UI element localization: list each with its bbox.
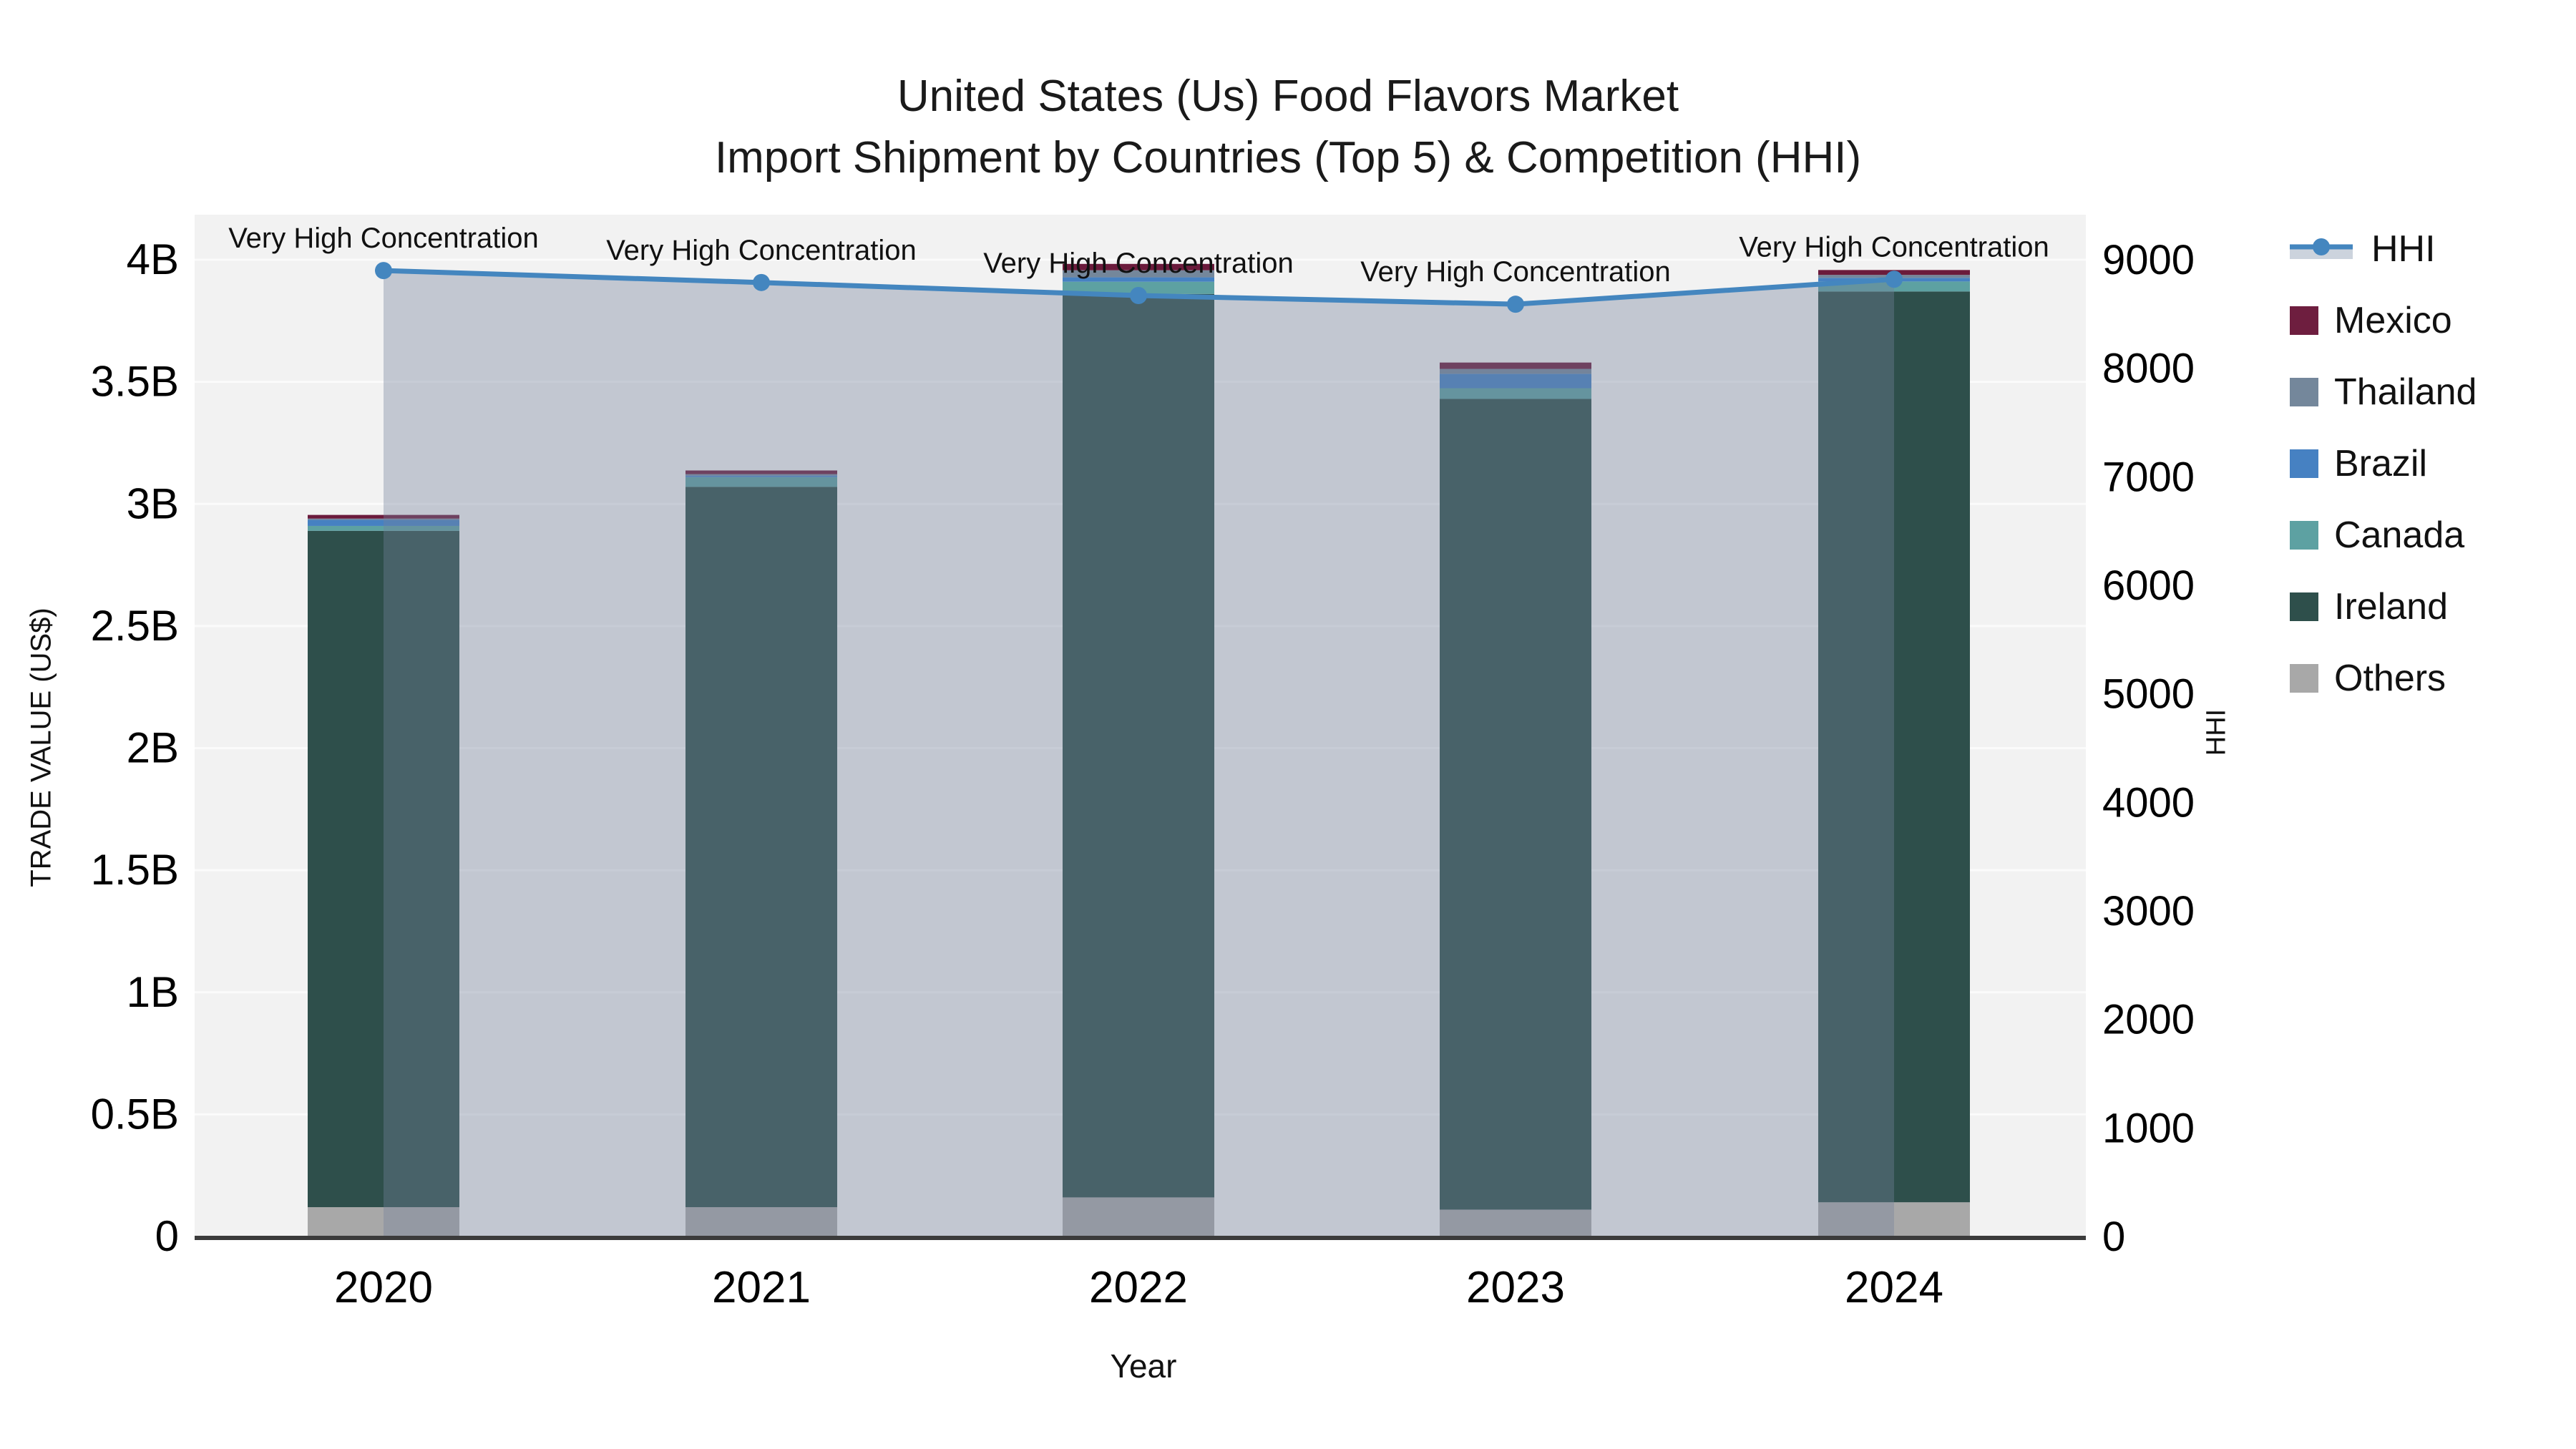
bar-segment-ireland-2020[interactable] xyxy=(308,530,459,1208)
legend-label-brazil: Brazil xyxy=(2334,443,2428,484)
annotation-concentration-2020: Very High Concentration xyxy=(228,223,539,254)
bar-segment-canada-2021[interactable] xyxy=(686,477,837,487)
y-axis-title-left: TRADE VALUE (US$) xyxy=(25,608,57,887)
x-tick-2022: 2022 xyxy=(1089,1263,1188,1312)
hhi-point-2021[interactable] xyxy=(753,273,770,291)
hhi-point-2023[interactable] xyxy=(1507,296,1524,313)
bar-segment-others-2020[interactable] xyxy=(308,1207,459,1236)
x-tick-2021: 2021 xyxy=(712,1263,811,1312)
legend-item-others[interactable]: Others xyxy=(2290,657,2477,700)
legend-swatch-canada xyxy=(2290,521,2318,550)
y-right-tick-7000: 7000 xyxy=(2102,454,2195,500)
bar-segment-ireland-2021[interactable] xyxy=(686,487,837,1208)
legend-swatch-brazil xyxy=(2290,449,2318,478)
x-tick-2023: 2023 xyxy=(1466,1263,1565,1312)
legend-label-ireland: Ireland xyxy=(2334,586,2448,628)
y-left-tick-0: 0 xyxy=(155,1212,179,1260)
bar-segment-brazil-2022[interactable] xyxy=(1063,277,1214,282)
legend: HHI Mexico Thailand Brazil Canada Ireland Othe… xyxy=(2290,228,2477,700)
legend-item-brazil[interactable]: Brazil xyxy=(2290,442,2477,485)
legend-swatch-mexico xyxy=(2290,306,2318,335)
bar-segment-ireland-2023[interactable] xyxy=(1440,399,1591,1210)
y-right-tick-5000: 5000 xyxy=(2102,671,2195,718)
bar-segment-thailand-2023[interactable] xyxy=(1440,369,1591,374)
bar-segment-thailand-2022[interactable] xyxy=(1063,270,1214,278)
legend-swatch-ireland xyxy=(2290,592,2318,621)
bar-segment-brazil-2021[interactable] xyxy=(686,475,837,477)
y-right-tick-1000: 1000 xyxy=(2102,1105,2195,1151)
y-left-tick-2B: 2B xyxy=(127,724,179,772)
y-right-tick-9000: 9000 xyxy=(2102,237,2195,283)
bar-segment-mexico-2022[interactable] xyxy=(1063,263,1214,270)
x-axis-line xyxy=(195,1236,2086,1240)
bar-segment-thailand-2021[interactable] xyxy=(686,474,837,476)
bar-segment-others-2021[interactable] xyxy=(686,1207,837,1236)
legend-item-canada[interactable]: Canada xyxy=(2290,514,2477,557)
y-left-tick-1.5B: 1.5B xyxy=(91,846,179,894)
legend-label-canada: Canada xyxy=(2334,514,2465,556)
bar-segment-brazil-2023[interactable] xyxy=(1440,374,1591,389)
y-left-tick-2.5B: 2.5B xyxy=(91,602,179,650)
annotation-concentration-2022: Very High Concentration xyxy=(983,248,1294,279)
y-left-tick-3B: 3B xyxy=(127,479,179,527)
bar-segment-canada-2023[interactable] xyxy=(1440,388,1591,399)
chart-title-line2: Import Shipment by Countries (Top 5) & C… xyxy=(714,133,1862,182)
hhi-point-2020[interactable] xyxy=(375,262,392,280)
legend-label-thailand: Thailand xyxy=(2334,371,2477,413)
bar-segment-mexico-2023[interactable] xyxy=(1440,362,1591,369)
y-right-tick-6000: 6000 xyxy=(2102,562,2195,609)
hhi-area-fill xyxy=(384,270,1894,1239)
legend-item-hhi[interactable]: HHI xyxy=(2290,228,2477,270)
y-right-tick-3000: 3000 xyxy=(2102,888,2195,935)
y-left-tick-0.5B: 0.5B xyxy=(91,1090,179,1138)
bar-segment-mexico-2020[interactable] xyxy=(308,514,459,519)
bar-segment-others-2022[interactable] xyxy=(1063,1197,1214,1236)
y-left-tick-3.5B: 3.5B xyxy=(91,358,179,406)
hhi-point-2022[interactable] xyxy=(1130,287,1147,305)
x-axis-title: Year xyxy=(1110,1347,1177,1385)
x-tick-2024: 2024 xyxy=(1845,1263,1943,1312)
y-left-tick-1B: 1B xyxy=(127,968,179,1016)
bar-segment-canada-2020[interactable] xyxy=(308,525,459,531)
legend-label-mexico: Mexico xyxy=(2334,300,2452,341)
legend-swatch-others xyxy=(2290,664,2318,693)
x-tick-2020: 2020 xyxy=(334,1263,433,1312)
bar-segment-others-2023[interactable] xyxy=(1440,1209,1591,1236)
legend-label-hhi: HHI xyxy=(2371,228,2436,270)
bar-segment-thailand-2020[interactable] xyxy=(308,518,459,520)
bar-segment-mexico-2021[interactable] xyxy=(686,470,837,474)
y-axis-title-right: HHI xyxy=(2201,708,2232,756)
annotation-concentration-2024: Very High Concentration xyxy=(1739,231,2049,263)
annotation-concentration-2021: Very High Concentration xyxy=(606,235,917,266)
legend-item-mexico[interactable]: Mexico xyxy=(2290,299,2477,342)
y-right-tick-8000: 8000 xyxy=(2102,346,2195,392)
hhi-point-2024[interactable] xyxy=(1885,270,1903,288)
legend-label-others: Others xyxy=(2334,658,2446,699)
bar-segment-brazil-2020[interactable] xyxy=(308,519,459,526)
bar-segment-ireland-2024[interactable] xyxy=(1818,291,1970,1203)
legend-swatch-thailand xyxy=(2290,378,2318,406)
bar-segment-others-2024[interactable] xyxy=(1818,1202,1970,1236)
y-right-tick-4000: 4000 xyxy=(2102,779,2195,826)
legend-item-thailand[interactable]: Thailand xyxy=(2290,371,2477,414)
bar-segment-ireland-2022[interactable] xyxy=(1063,293,1214,1198)
chart-title-line1: United States (Us) Food Flavors Market xyxy=(897,72,1679,121)
chart-title: United States (Us) Food Flavors Market I… xyxy=(0,66,2576,189)
y-left-tick-4B: 4B xyxy=(127,235,179,283)
y-right-tick-2000: 2000 xyxy=(2102,997,2195,1043)
hhi-line-icon xyxy=(2290,238,2353,259)
annotation-concentration-2023: Very High Concentration xyxy=(1360,256,1671,288)
y-right-tick-0: 0 xyxy=(2102,1214,2125,1260)
legend-item-ireland[interactable]: Ireland xyxy=(2290,585,2477,628)
